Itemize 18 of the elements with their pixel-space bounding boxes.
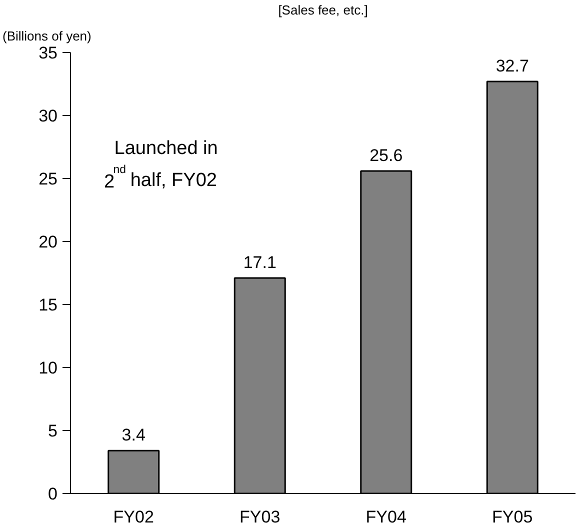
y-axis-title: (Billions of yen) xyxy=(2,28,92,44)
y-tick-label: 5 xyxy=(48,422,58,440)
y-tick-label: 15 xyxy=(38,296,58,314)
x-tick-label: FY04 xyxy=(366,508,406,526)
data-label: 32.7 xyxy=(496,56,529,76)
y-tick-label: 25 xyxy=(38,170,58,188)
data-label: 3.4 xyxy=(122,426,146,445)
y-tick-label: 20 xyxy=(38,232,58,252)
x-tick-label: FY05 xyxy=(492,508,533,526)
x-tick-label: FY02 xyxy=(113,508,154,526)
y-tick-label: 0 xyxy=(48,484,58,504)
x-tick-label: FY03 xyxy=(240,508,280,526)
data-label: 25.6 xyxy=(370,146,403,165)
y-tick-label: 30 xyxy=(38,106,58,126)
data-label: 17.1 xyxy=(243,253,276,272)
y-tick-label: 35 xyxy=(38,44,58,62)
chart-title: [Sales fee, etc.] xyxy=(278,2,368,18)
y-tick-label: 10 xyxy=(38,358,58,378)
